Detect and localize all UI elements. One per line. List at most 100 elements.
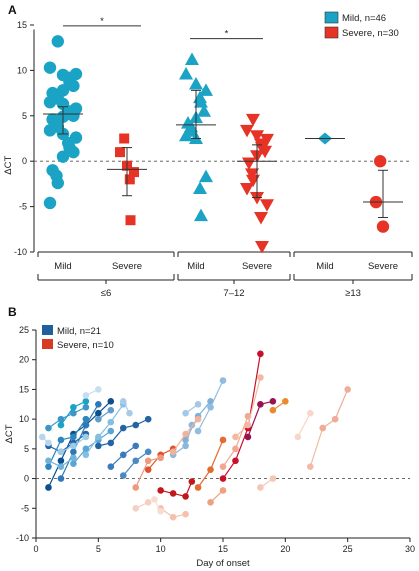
data-point — [182, 442, 189, 450]
series-line — [222, 353, 261, 479]
data-point — [182, 409, 189, 417]
y-tick-label: 25 — [19, 325, 29, 335]
data-point — [331, 415, 339, 423]
data-point — [95, 433, 102, 441]
x-tick-label: 15 — [218, 544, 228, 554]
data-point — [193, 181, 207, 194]
data-point — [282, 398, 289, 405]
data-point — [107, 463, 115, 470]
y-tick-label: 5 — [22, 111, 27, 121]
data-point — [306, 409, 314, 417]
data-point — [232, 433, 239, 441]
data-point — [119, 472, 127, 479]
legend-label: Severe, n=10 — [57, 340, 114, 351]
data-point — [70, 454, 77, 462]
legend-swatch — [42, 339, 53, 349]
data-point — [157, 507, 164, 515]
y-tick-label: -10 — [16, 533, 29, 543]
panel-b: B 25 20 15 10 5 0 -5 -10 0 5 10 15 20 25 30 Day of onse… — [4, 305, 415, 569]
panel-a-legend: Mild, n=46 Severe, n=30 — [324, 11, 399, 39]
data-point — [144, 466, 152, 473]
data-point — [254, 211, 268, 225]
series-line — [85, 403, 124, 456]
data-point — [179, 67, 193, 80]
data-point — [207, 403, 214, 411]
legend-swatch — [42, 325, 53, 335]
data-point — [319, 424, 327, 432]
data-point — [70, 433, 77, 441]
data-point — [199, 169, 213, 183]
panel-b-label: B — [8, 305, 17, 319]
data-point — [194, 427, 202, 435]
data-point — [57, 457, 65, 465]
series-line — [72, 430, 112, 465]
significance-label: * — [100, 16, 104, 27]
y-axis-label: ΔCT — [4, 424, 15, 443]
data-point — [194, 95, 208, 108]
data-point — [82, 445, 90, 453]
data-point — [43, 124, 57, 137]
data-point — [119, 398, 127, 405]
panel-a-axes: 15 10 5 0 -5 -10 ΔCT Mild Severe ≤6 Mild Severe 7–12… — [3, 16, 413, 299]
data-point — [107, 427, 115, 435]
data-point — [374, 155, 387, 168]
data-point — [144, 499, 152, 506]
y-tick-label: 5 — [24, 444, 29, 454]
data-point — [82, 433, 90, 441]
data-point — [219, 377, 227, 384]
data-point — [67, 109, 80, 123]
data-point — [132, 504, 140, 512]
y-tick-label: -5 — [19, 202, 27, 212]
group-label: ≥13 — [345, 288, 361, 299]
data-point — [67, 79, 80, 93]
y-tick-label: -10 — [14, 247, 27, 257]
data-point — [45, 457, 52, 465]
data-point — [197, 104, 211, 117]
data-point — [257, 484, 264, 491]
x-tick-label: 10 — [156, 544, 166, 554]
x-tick-label: 30 — [405, 544, 415, 554]
data-point — [57, 436, 65, 444]
data-point — [157, 454, 164, 462]
data-point — [82, 398, 90, 405]
data-point — [244, 433, 252, 441]
data-point — [194, 415, 202, 423]
subgroup-label: Severe — [368, 261, 398, 272]
subgroup-label: Mild — [54, 261, 71, 272]
data-point — [107, 406, 115, 414]
data-point — [57, 475, 65, 482]
data-point — [57, 421, 65, 429]
data-point — [169, 448, 177, 456]
legend-label: Mild, n=21 — [57, 326, 101, 337]
data-point — [189, 77, 203, 90]
series-line — [197, 439, 224, 488]
data-point — [269, 398, 277, 405]
data-point — [194, 400, 202, 408]
data-point — [82, 415, 90, 423]
data-point — [151, 496, 158, 503]
data-point — [107, 439, 115, 447]
panel-b-legend: Mild, n=21 Severe, n=10 — [42, 325, 114, 351]
data-point — [107, 418, 115, 426]
legend-swatch — [324, 11, 339, 24]
data-point — [95, 386, 102, 393]
subgroup-label: Mild — [187, 261, 204, 272]
data-point — [250, 192, 264, 205]
data-point — [43, 61, 57, 74]
data-point — [376, 220, 390, 233]
data-point — [70, 460, 77, 468]
data-point — [95, 415, 102, 423]
data-point — [179, 128, 193, 142]
data-point — [257, 400, 264, 408]
data-point — [188, 478, 196, 485]
legend-label: Mild, n=46 — [342, 13, 386, 24]
y-tick-label: 15 — [17, 20, 27, 30]
x-axis-label: Day of onset — [196, 558, 250, 569]
data-point — [246, 113, 260, 127]
data-point — [70, 409, 77, 417]
group-label: 7–12 — [223, 288, 244, 299]
data-point — [182, 510, 189, 518]
y-tick-label: 10 — [19, 414, 29, 424]
data-point — [269, 406, 277, 414]
data-point — [82, 451, 90, 459]
